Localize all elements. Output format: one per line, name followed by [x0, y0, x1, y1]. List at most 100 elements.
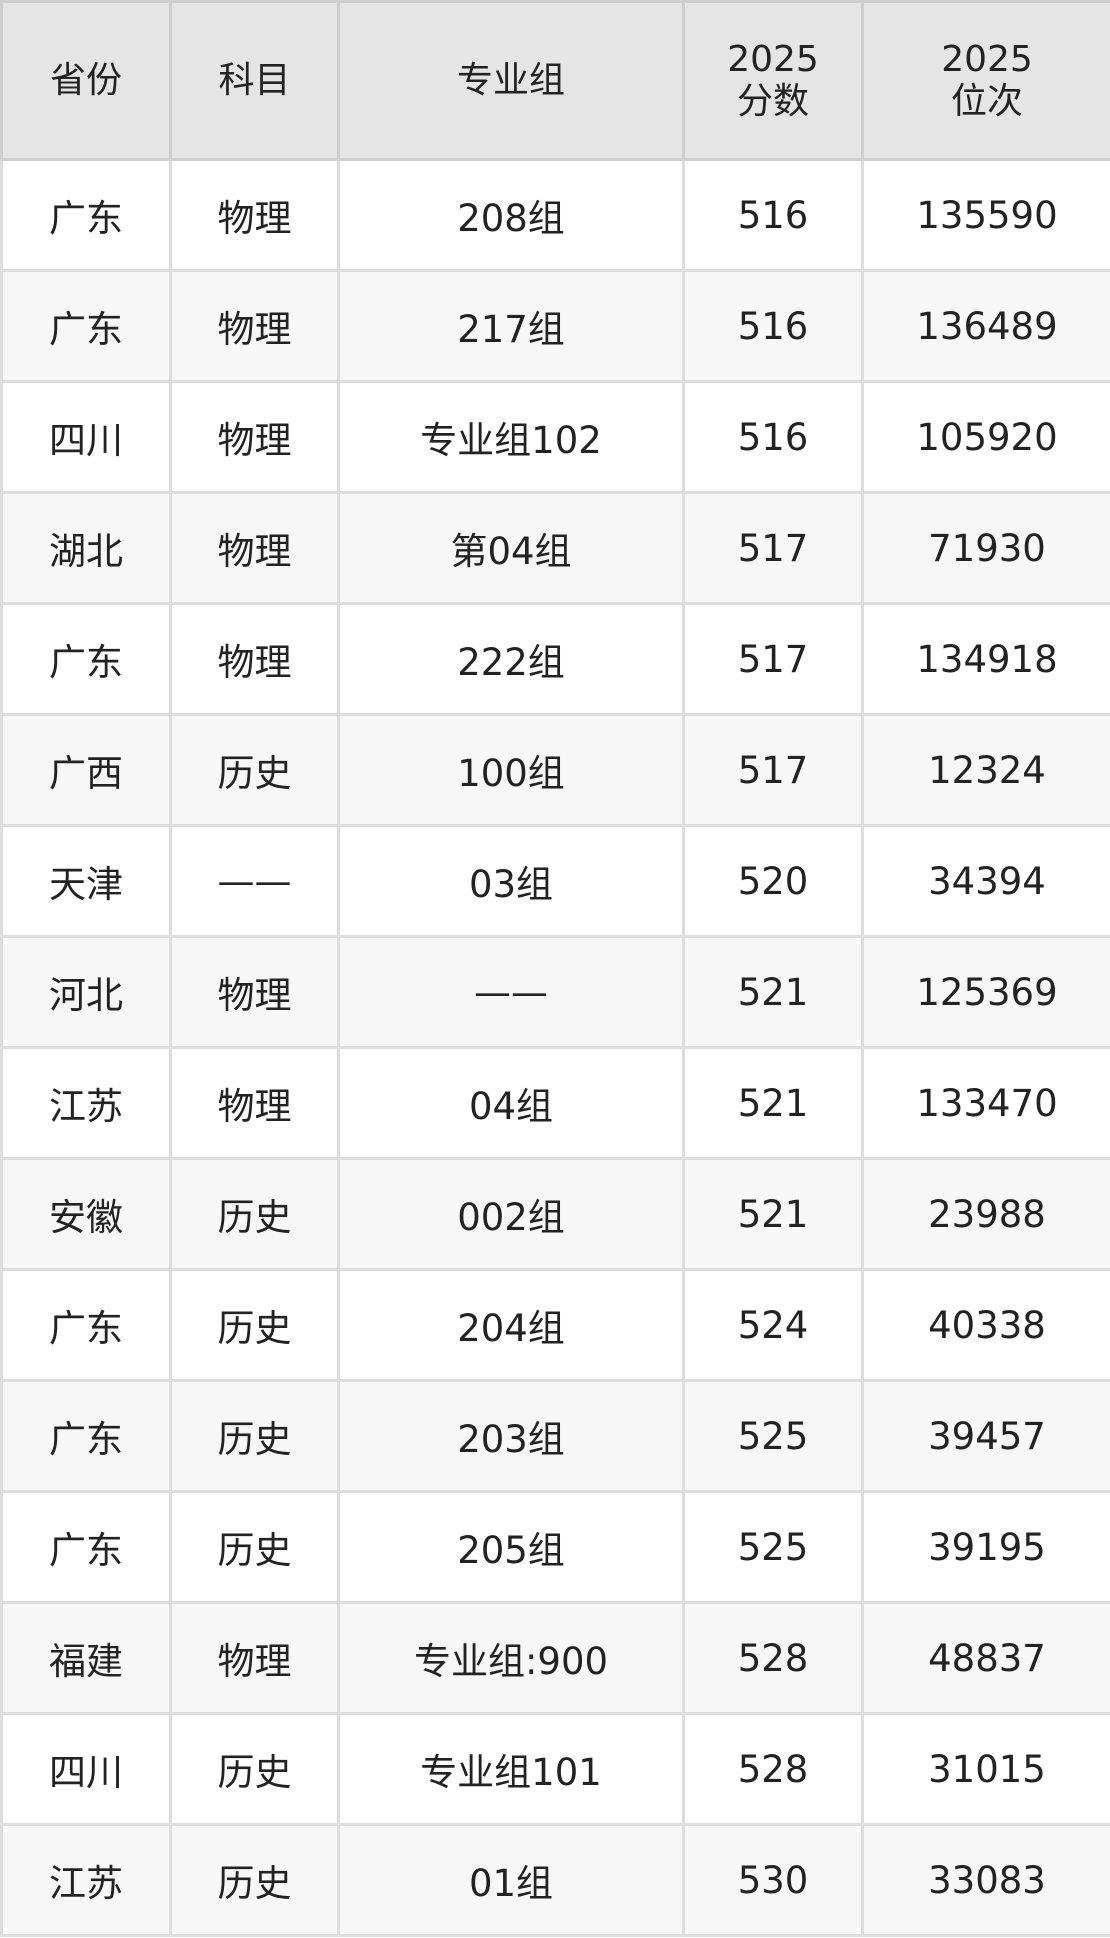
cell-province: 广东: [0, 1268, 172, 1382]
cell-rank: 71930: [861, 491, 1110, 605]
table-row: 四川 物理 专业组102 516 105920: [0, 380, 1110, 494]
table-row: 广东 物理 222组 517 134918: [0, 602, 1110, 716]
cell-subject: 历史: [169, 1712, 340, 1826]
cell-province: 湖北: [0, 491, 172, 605]
cell-major-group: 217组: [337, 269, 685, 383]
header-rank-label: 位次: [950, 80, 1023, 122]
cell-rank: 23988: [861, 1157, 1110, 1271]
cell-subject: 物理: [169, 1046, 340, 1160]
cell-major-group: 专业组102: [337, 380, 685, 494]
cell-subject: 历史: [169, 1823, 340, 1937]
table-row: 天津 —— 03组 520 34394: [0, 824, 1110, 938]
cell-subject: 物理: [169, 158, 340, 272]
cell-score: 521: [682, 1157, 864, 1271]
cell-major-group: 04组: [337, 1046, 685, 1160]
cell-rank: 136489: [861, 269, 1110, 383]
cell-province: 四川: [0, 1712, 172, 1826]
cell-rank: 39195: [861, 1490, 1110, 1604]
header-major-group: 专业组: [337, 0, 685, 161]
table-row: 江苏 物理 04组 521 133470: [0, 1046, 1110, 1160]
cell-major-group: 专业组:900: [337, 1601, 685, 1715]
cell-subject: 物理: [169, 602, 340, 716]
table-row: 广东 物理 208组 516 135590: [0, 158, 1110, 272]
cell-rank: 33083: [861, 1823, 1110, 1937]
table-row: 福建 物理 专业组:900 528 48837: [0, 1601, 1110, 1715]
cell-rank: 31015: [861, 1712, 1110, 1826]
cell-score: 516: [682, 269, 864, 383]
header-row: 省份 科目 专业组 2025 分数 2025 位次: [0, 0, 1110, 161]
cell-subject: ——: [169, 824, 340, 938]
cell-major-group: 203组: [337, 1379, 685, 1493]
cell-score: 521: [682, 935, 864, 1049]
table-row: 安徽 历史 002组 521 23988: [0, 1157, 1110, 1271]
cell-major-group: ——: [337, 935, 685, 1049]
cell-subject: 历史: [169, 1157, 340, 1271]
header-score-year: 2025: [727, 38, 819, 80]
header-score: 2025 分数: [682, 0, 864, 161]
table-row: 广东 历史 205组 525 39195: [0, 1490, 1110, 1604]
cell-score: 528: [682, 1601, 864, 1715]
cell-rank: 134918: [861, 602, 1110, 716]
cell-province: 广东: [0, 1490, 172, 1604]
cell-subject: 物理: [169, 491, 340, 605]
cell-major-group: 100组: [337, 713, 685, 827]
cell-province: 广东: [0, 602, 172, 716]
cell-province: 四川: [0, 380, 172, 494]
cell-major-group: 01组: [337, 1823, 685, 1937]
cell-subject: 历史: [169, 1268, 340, 1382]
cell-province: 广东: [0, 269, 172, 383]
table-row: 四川 历史 专业组101 528 31015: [0, 1712, 1110, 1826]
cell-rank: 40338: [861, 1268, 1110, 1382]
cell-rank: 48837: [861, 1601, 1110, 1715]
cell-score: 525: [682, 1490, 864, 1604]
table-row: 河北 物理 —— 521 125369: [0, 935, 1110, 1049]
cell-rank: 12324: [861, 713, 1110, 827]
cell-subject: 物理: [169, 269, 340, 383]
table-row: 湖北 物理 第04组 517 71930: [0, 491, 1110, 605]
cell-province: 福建: [0, 1601, 172, 1715]
header-subject: 科目: [169, 0, 340, 161]
cell-major-group: 205组: [337, 1490, 685, 1604]
cell-subject: 物理: [169, 935, 340, 1049]
cell-score: 524: [682, 1268, 864, 1382]
header-rank-year: 2025: [941, 38, 1033, 80]
cell-subject: 物理: [169, 380, 340, 494]
cell-score: 521: [682, 1046, 864, 1160]
cell-major-group: 03组: [337, 824, 685, 938]
cell-subject: 历史: [169, 713, 340, 827]
cell-score: 516: [682, 380, 864, 494]
cell-subject: 历史: [169, 1379, 340, 1493]
cell-province: 河北: [0, 935, 172, 1049]
table-row: 广东 物理 217组 516 136489: [0, 269, 1110, 383]
cell-major-group: 专业组101: [337, 1712, 685, 1826]
cell-province: 广西: [0, 713, 172, 827]
cell-province: 天津: [0, 824, 172, 938]
cell-score: 528: [682, 1712, 864, 1826]
cell-rank: 125369: [861, 935, 1110, 1049]
header-province: 省份: [0, 0, 172, 161]
cell-province: 江苏: [0, 1823, 172, 1937]
cell-major-group: 第04组: [337, 491, 685, 605]
cell-major-group: 002组: [337, 1157, 685, 1271]
table-row: 广东 历史 204组 524 40338: [0, 1268, 1110, 1382]
cell-rank: 34394: [861, 824, 1110, 938]
header-rank: 2025 位次: [861, 0, 1110, 161]
cell-rank: 133470: [861, 1046, 1110, 1160]
cell-major-group: 222组: [337, 602, 685, 716]
cell-province: 安徽: [0, 1157, 172, 1271]
cell-score: 530: [682, 1823, 864, 1937]
cell-province: 广东: [0, 1379, 172, 1493]
cell-score: 517: [682, 491, 864, 605]
header-score-label: 分数: [736, 80, 809, 122]
table-row: 广西 历史 100组 517 12324: [0, 713, 1110, 827]
cell-score: 525: [682, 1379, 864, 1493]
cell-rank: 39457: [861, 1379, 1110, 1493]
cell-province: 江苏: [0, 1046, 172, 1160]
table-row: 广东 历史 203组 525 39457: [0, 1379, 1110, 1493]
cell-subject: 物理: [169, 1601, 340, 1715]
cell-major-group: 204组: [337, 1268, 685, 1382]
cell-province: 广东: [0, 158, 172, 272]
cell-score: 517: [682, 713, 864, 827]
cell-score: 516: [682, 158, 864, 272]
